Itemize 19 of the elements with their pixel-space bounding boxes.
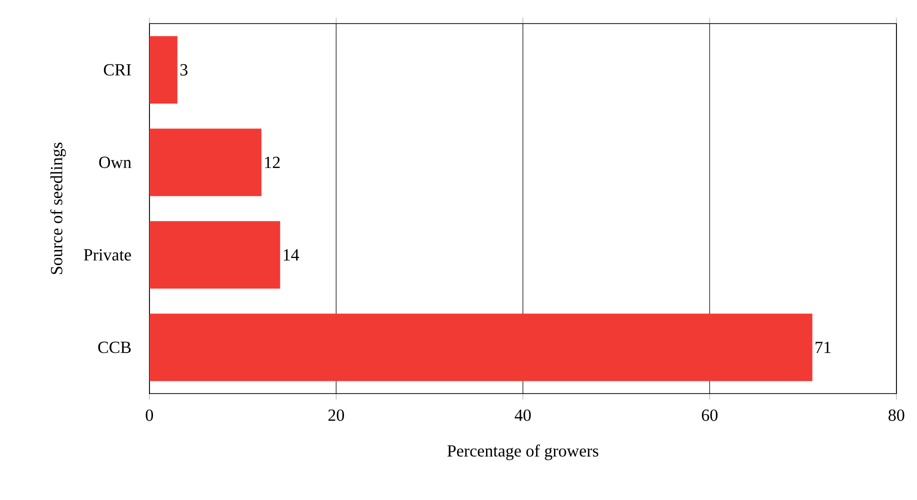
x-tick-label: 60 bbox=[702, 409, 718, 421]
data-label: 14 bbox=[284, 249, 300, 260]
y-tick-label: Private bbox=[84, 249, 131, 261]
data-label: 12 bbox=[265, 156, 280, 168]
bar bbox=[149, 314, 812, 382]
y-tick-label: Own bbox=[99, 156, 132, 168]
x-tick-label: 40 bbox=[514, 409, 531, 421]
y-axis-title: Source of seedlings bbox=[50, 142, 66, 274]
bar bbox=[149, 221, 280, 289]
bar bbox=[149, 128, 262, 196]
x-tick-label: 0 bbox=[146, 409, 154, 421]
x-tick-label: 20 bbox=[328, 409, 344, 421]
x-axis-title: Percentage of growers bbox=[447, 444, 598, 460]
bar bbox=[149, 36, 178, 104]
x-tick-label: 80 bbox=[888, 409, 904, 421]
data-label: 3 bbox=[180, 64, 188, 76]
data-label: 71 bbox=[816, 342, 831, 353]
y-tick-label: CRI bbox=[104, 64, 131, 76]
y-tick-label: CCB bbox=[98, 342, 131, 354]
